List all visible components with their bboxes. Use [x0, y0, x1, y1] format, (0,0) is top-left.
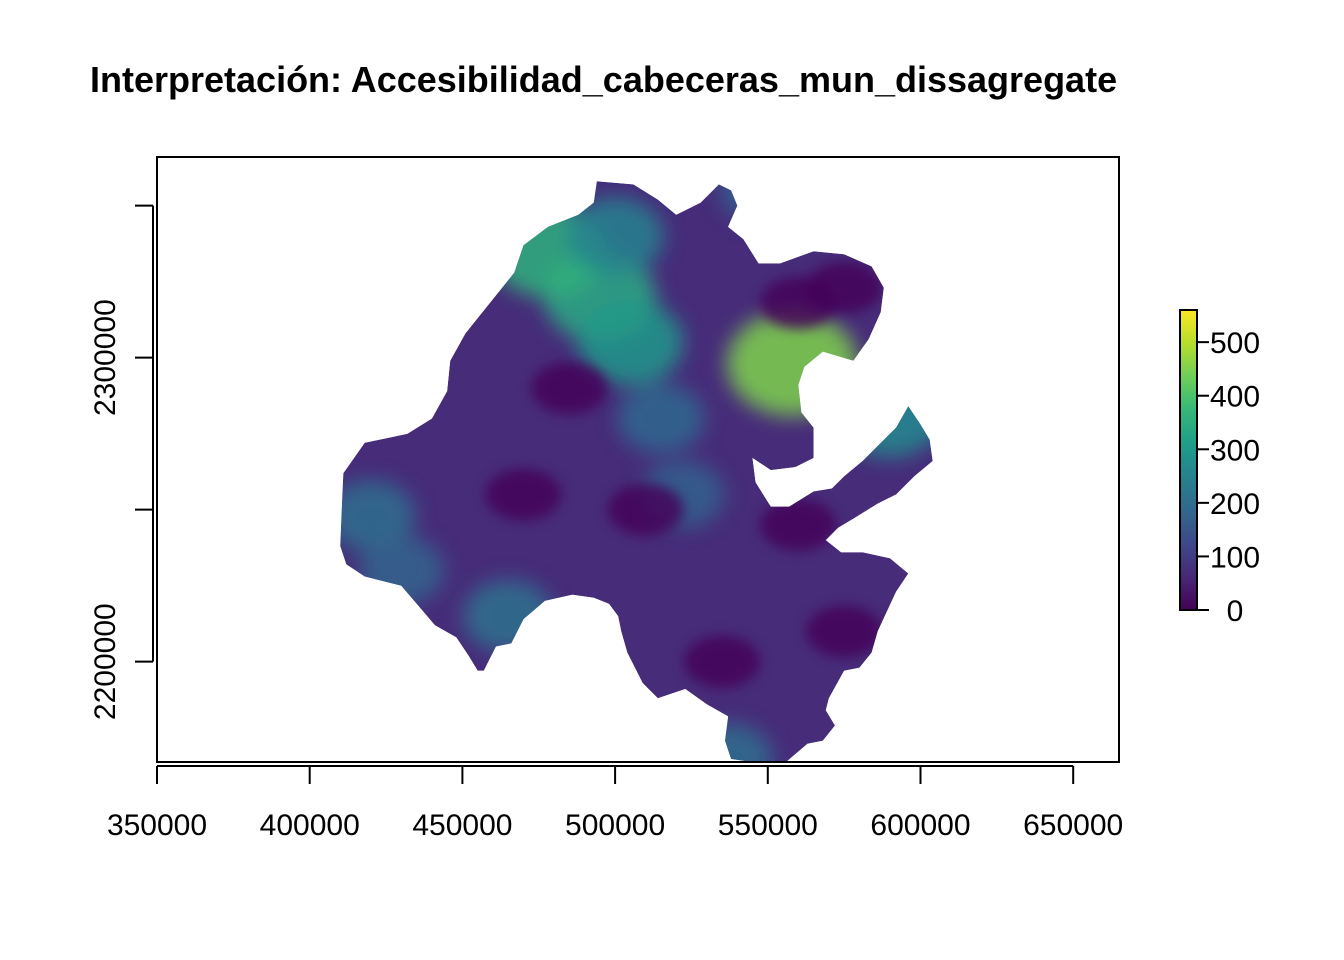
lowspot-3: [806, 605, 883, 658]
plot-frame: [156, 156, 1120, 763]
legend-tick-label-4: 400: [1210, 381, 1260, 414]
x-tick-label-5: 600000: [870, 809, 970, 842]
x-tick-label-4: 550000: [718, 809, 818, 842]
legend-colorbar: [1179, 309, 1198, 611]
legend-tick-label-0: 0: [1227, 595, 1244, 628]
chart-title: Interpretación: Accesibilidad_cabeceras_…: [90, 59, 1117, 100]
x-tick-label-2: 450000: [412, 809, 512, 842]
raster-map: [340, 181, 933, 763]
x-axis: 350000 400000 450000 500000 550000 600000 6500…: [107, 765, 1123, 842]
lowspot-2: [760, 498, 837, 551]
lowspot-0: [531, 362, 608, 415]
hotspot-7: [358, 536, 445, 605]
y-tick-label-1: 2300000: [89, 299, 122, 416]
hotspot-11: [872, 364, 933, 442]
x-tick-label-3: 500000: [565, 809, 665, 842]
lowspot-1: [607, 483, 684, 536]
hotspot-9: [683, 723, 773, 763]
hotspot-3: [566, 196, 664, 276]
hotspot-12: [617, 383, 705, 454]
hotspot-1: [577, 300, 684, 385]
hotspot-8: [462, 579, 554, 653]
hotspot-10: [719, 181, 804, 225]
color-legend: 0 100 200 300 400 500: [1179, 309, 1260, 628]
lowspot-7: [806, 261, 883, 314]
y-axis: 2200000 2300000: [89, 204, 154, 720]
y-tick-label-0: 2200000: [89, 603, 122, 720]
x-tick-label-0: 350000: [107, 809, 207, 842]
lowspot-5: [683, 635, 760, 688]
lowspot-4: [485, 468, 562, 521]
legend-tick-label-2: 200: [1210, 488, 1260, 521]
x-tick-label-6: 650000: [1023, 809, 1123, 842]
legend-tick-label-1: 100: [1210, 541, 1260, 574]
hotspot-6: [340, 480, 416, 552]
x-tick-label-1: 400000: [260, 809, 360, 842]
hotspot-5: [840, 378, 933, 459]
legend-tick-label-5: 500: [1210, 327, 1260, 360]
legend-tick-label-3: 300: [1210, 434, 1260, 467]
